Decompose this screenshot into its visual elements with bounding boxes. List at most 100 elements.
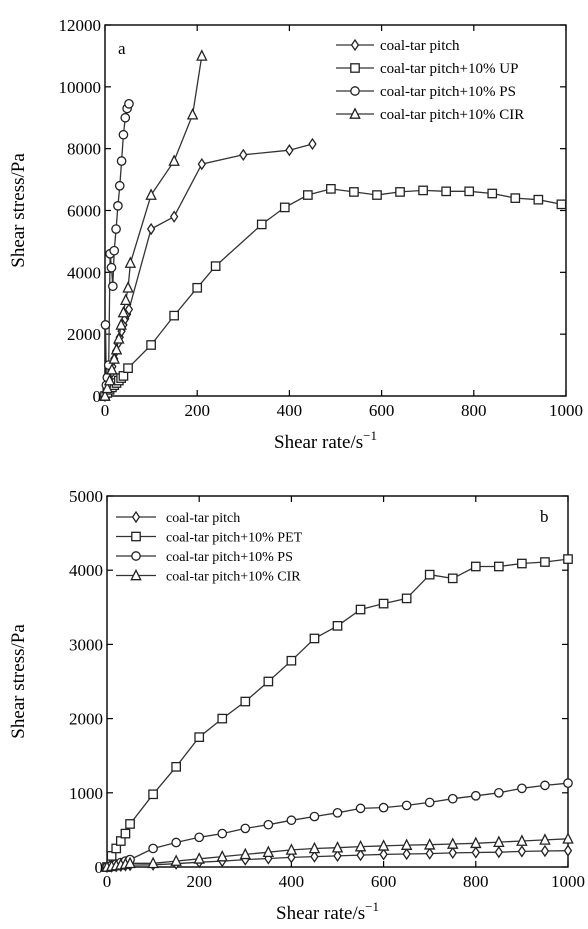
x-axis-label: Shear rate/s−1 (274, 428, 377, 453)
data-point (186, 108, 199, 120)
data-point (286, 815, 297, 826)
data-point (447, 573, 458, 584)
data-point (109, 245, 120, 256)
legend-label: coal-tar pitch+10% PET (166, 531, 303, 546)
x-axis-label: Shear rate/s−1 (276, 899, 379, 924)
series-triangle (101, 832, 574, 872)
data-point (118, 129, 129, 140)
data-point (100, 320, 111, 330)
data-point (332, 807, 343, 818)
panel-label: b (540, 507, 549, 526)
legend-marker (131, 510, 141, 524)
x-tick-label: 600 (369, 401, 395, 420)
data-point (309, 811, 320, 822)
data-point (355, 803, 366, 814)
data-point (110, 342, 123, 355)
x-axis-label-exponent: −1 (363, 428, 377, 443)
legend-label: coal-tar pitch+10% UP (380, 61, 518, 77)
data-point (168, 154, 180, 166)
legend-marker (350, 86, 360, 96)
x-tick-label: 200 (186, 872, 212, 891)
data-point (448, 846, 457, 860)
y-tick-label: 4000 (69, 561, 103, 580)
data-point (286, 655, 297, 666)
legend-entry: coal-tar pitch+10% PET (116, 531, 303, 546)
data-point (379, 848, 388, 861)
data-point (124, 303, 134, 316)
data-point (146, 340, 156, 350)
legend-marker (350, 38, 360, 52)
data-point (192, 282, 203, 293)
legend-marker (131, 531, 141, 542)
data-point (239, 148, 248, 162)
chart-panel-a: 0 200 400 600 800 100002000400060008000100001… (8, 16, 583, 453)
data-point (123, 363, 133, 374)
y-tick-label: 12000 (59, 16, 102, 35)
data-point (425, 847, 434, 860)
legend-label: coal-tar pitch (380, 38, 460, 54)
data-point (217, 713, 228, 724)
data-point (326, 184, 336, 194)
data-point (263, 819, 274, 830)
data-point (333, 849, 342, 863)
legend-marker (349, 107, 361, 119)
data-point (285, 144, 294, 157)
data-point (285, 843, 298, 855)
data-point (145, 188, 157, 200)
data-point (401, 593, 412, 604)
plot-frame (106, 495, 569, 868)
data-point (106, 262, 117, 273)
legend-entry: coal-tar pitch+10% PS (336, 84, 516, 100)
data-point (377, 839, 390, 851)
x-tick-label: 800 (463, 872, 489, 891)
data-point (487, 188, 498, 199)
data-point (119, 293, 132, 306)
y-tick-label: 10000 (59, 78, 102, 97)
y-tick-label: 0 (95, 858, 104, 877)
data-point (349, 187, 359, 197)
y-tick-label: 5000 (69, 487, 103, 506)
series-line (104, 55, 203, 397)
legend-label: coal-tar pitch+10% PS (166, 550, 293, 565)
y-tick-label: 3000 (69, 635, 103, 654)
data-point (308, 137, 317, 151)
data-point (516, 834, 528, 846)
data-point (401, 800, 412, 811)
legend-label: coal-tar pitch (166, 511, 240, 526)
data-point (402, 847, 411, 861)
data-point (124, 256, 137, 268)
data-point (563, 844, 573, 857)
y-tick-label: 4000 (67, 263, 101, 282)
data-point (331, 841, 344, 853)
data-point (470, 836, 482, 849)
data-point (108, 352, 120, 364)
data-point (395, 187, 405, 197)
data-point (146, 222, 156, 236)
y-tick-label: 2000 (69, 710, 103, 729)
x-tick-label: 1000 (551, 872, 585, 891)
data-point (124, 98, 134, 109)
data-point (170, 854, 182, 866)
data-point (107, 281, 118, 292)
data-point (196, 49, 208, 61)
data-point (120, 828, 131, 839)
data-point (171, 761, 181, 772)
y-axis-label: Shear stress/Pa (8, 624, 29, 739)
data-point (556, 199, 567, 210)
data-point (562, 832, 574, 844)
data-point (517, 845, 527, 858)
legend-marker (350, 63, 360, 73)
data-point (423, 838, 436, 850)
data-point (424, 797, 435, 808)
data-point (332, 621, 343, 631)
data-point (263, 676, 274, 687)
data-point (193, 852, 205, 864)
data-point (122, 281, 134, 293)
panel-label: a (118, 39, 126, 58)
legend-label: coal-tar pitch+10% PS (380, 84, 516, 100)
y-axis-label: Shear stress/Pa (8, 153, 29, 268)
data-point (113, 201, 123, 211)
data-point (106, 363, 118, 375)
data-point (120, 112, 131, 123)
legend-label: coal-tar pitch+10% CIR (166, 570, 301, 585)
